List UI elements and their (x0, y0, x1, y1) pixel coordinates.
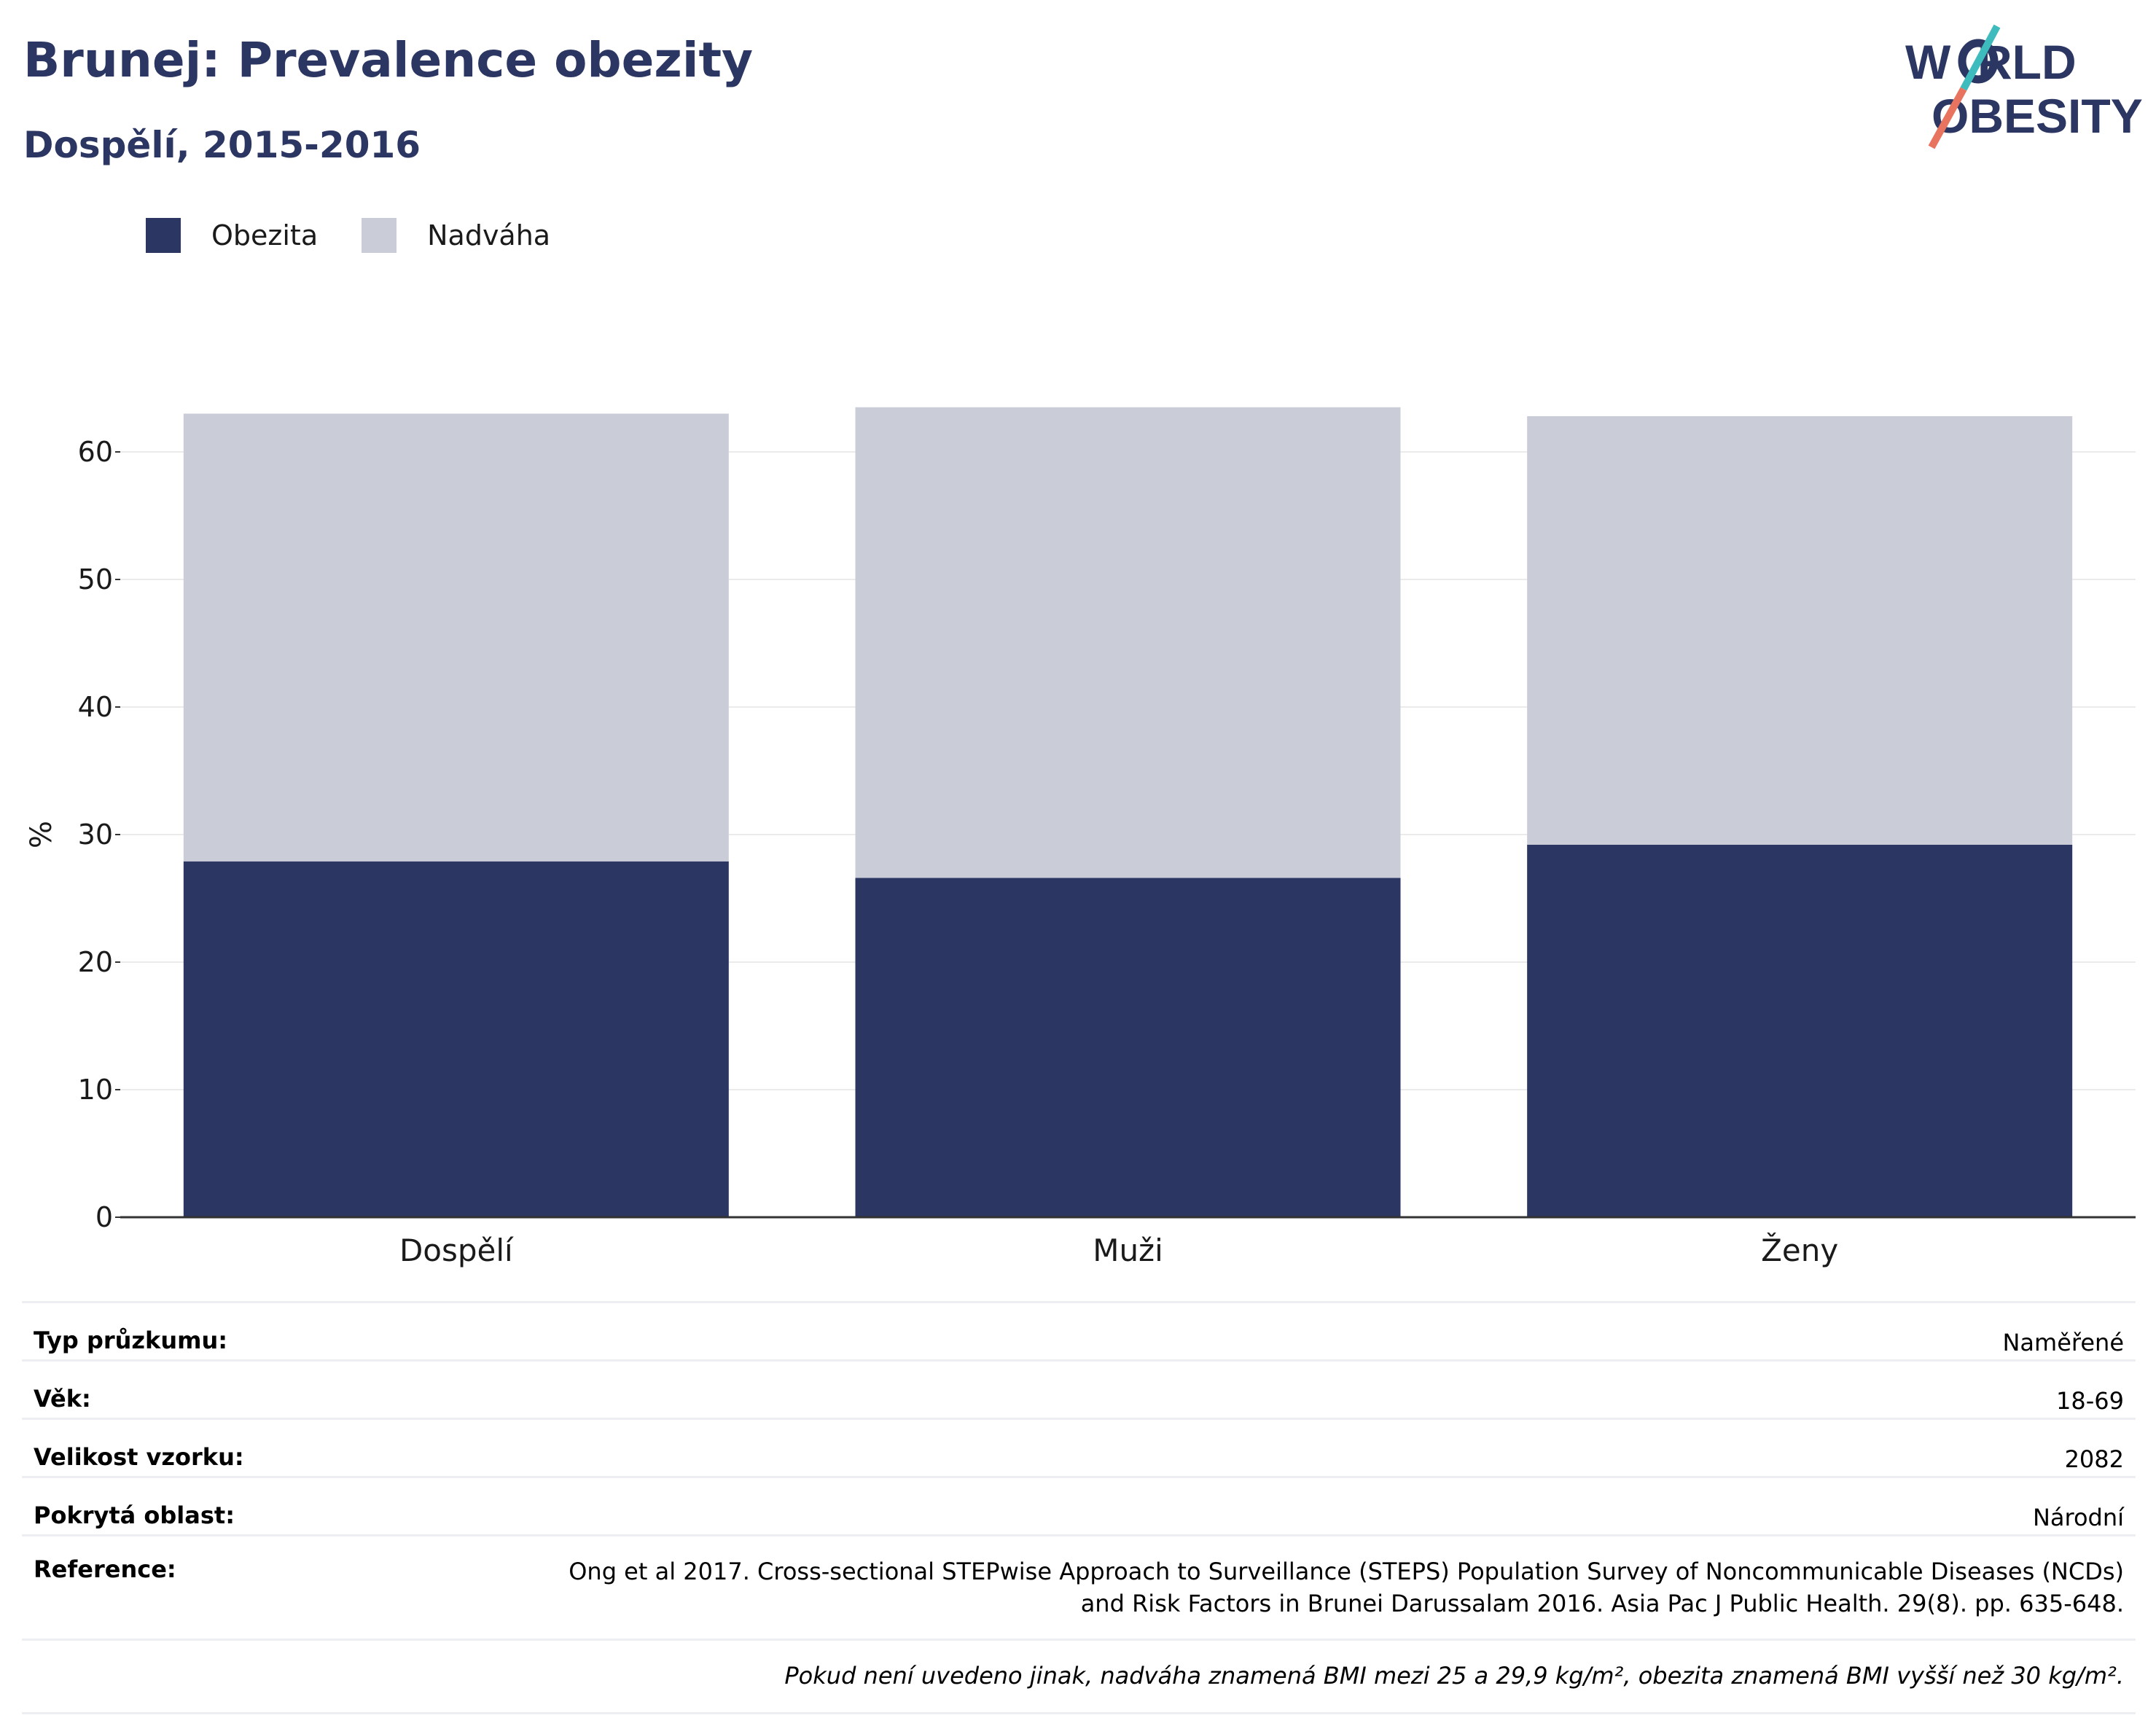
legend-label-obezita: Obezita (211, 219, 319, 251)
legend-item-obezita[interactable]: Obezita (146, 218, 318, 253)
stacked-bar-chart: 0 10 20 30 40 50 60% Dospělí Muži Ženy (25, 407, 2136, 1268)
logo-slash-top (1960, 24, 2001, 91)
info-row-survey-type: Typ průzkumu: Naměřené (22, 1301, 2136, 1361)
x-tick-label: Muži (1093, 1233, 1163, 1268)
chart-legend: Obezita Nadváha (146, 215, 594, 256)
info-label: Pokrytá oblast: (22, 1476, 285, 1536)
y-tick-label: 50 (78, 563, 113, 595)
bar-nadváha (183, 413, 729, 862)
legend-item-nadvaha[interactable]: Nadváha (362, 218, 550, 253)
info-label: Velikost vzorku: (22, 1418, 285, 1477)
definition-note: Pokud není uvedeno jinak, nadváha znamen… (22, 1639, 2136, 1714)
bar-obezita (855, 878, 1401, 1217)
info-row-age: Věk: 18-69 (22, 1359, 2136, 1419)
bar-obezita (1527, 845, 2073, 1217)
info-row-coverage: Pokrytá oblast: Národní (22, 1476, 2136, 1536)
reference-line-2: and Risk Factors in Brunei Darussalam 20… (1080, 1590, 2124, 1617)
bar-nadváha (855, 407, 1401, 878)
info-label: Typ průzkumu: (22, 1301, 285, 1361)
info-value: 18-69 (284, 1359, 2136, 1419)
y-tick-label: 60 (78, 436, 113, 468)
bar-nadváha (1527, 416, 2073, 845)
reference-line-1: Ong et al 2017. Cross-sectional STEPwise… (569, 1558, 2124, 1585)
world-obesity-logo: W RLD OBESITY (1905, 24, 2143, 149)
info-value: Národní (284, 1476, 2136, 1536)
info-row-note: Pokud není uvedeno jinak, nadváha znamen… (22, 1639, 2136, 1714)
reference-text: Ong et al 2017. Cross-sectional STEPwise… (284, 1534, 2136, 1640)
logo-slash-bottom (1928, 87, 1967, 149)
y-tick-label: 30 (78, 819, 113, 851)
y-tick-label: 40 (78, 691, 113, 723)
logo-o-ring (1958, 39, 1999, 84)
bar-obezita (183, 861, 729, 1217)
x-tick-label: Ženy (1761, 1232, 1838, 1268)
y-tick-label: 0 (95, 1201, 113, 1233)
page-title: Brunej: Prevalence obezity (23, 32, 754, 88)
y-tick-label: 10 (78, 1074, 113, 1106)
info-row-sample-size: Velikost vzorku: 2082 (22, 1418, 2136, 1477)
x-tick-label: Dospělí (399, 1233, 514, 1268)
survey-info-table: Typ průzkumu: Naměřené Věk: 18-69 Veliko… (22, 1301, 2136, 1714)
info-value: Naměřené (284, 1301, 2136, 1361)
legend-swatch-obezita (146, 218, 181, 253)
info-label: Věk: (22, 1359, 285, 1419)
y-tick-label: 20 (78, 946, 113, 978)
info-label: Reference: (22, 1534, 285, 1640)
y-axis-label: % (25, 821, 58, 848)
legend-swatch-nadvaha (362, 218, 397, 253)
info-row-reference: Reference: Ong et al 2017. Cross-section… (22, 1534, 2136, 1640)
legend-label-nadvaha: Nadváha (427, 219, 551, 251)
info-value: 2082 (284, 1418, 2136, 1477)
page-subtitle: Dospělí, 2015-2016 (23, 124, 421, 166)
logo-text-obesity: OBESITY (1932, 89, 2143, 143)
